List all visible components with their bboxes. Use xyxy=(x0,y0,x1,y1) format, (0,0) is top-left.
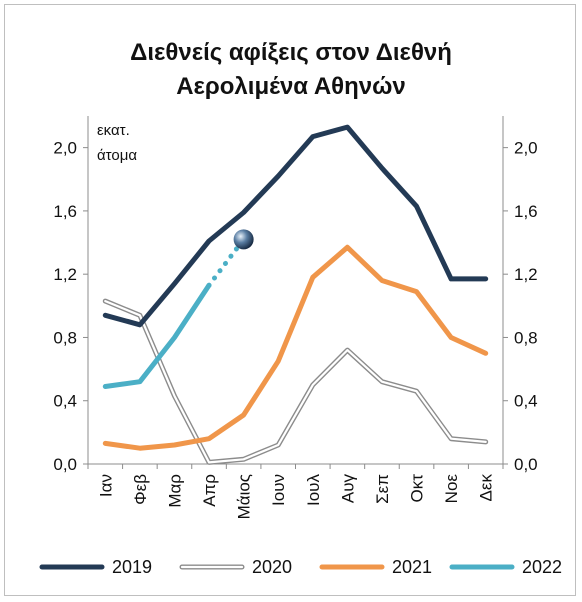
y-tick-label-right: 1,6 xyxy=(514,202,538,221)
x-tick-label: Μαρ xyxy=(165,474,184,508)
x-tick-label: Οκτ xyxy=(408,474,427,503)
legend-label: 2020 xyxy=(252,557,292,577)
axes: 0,0 0,0 0,4 0,4 0,8 0,8 1,2 1,2 1,6 1,6 2,0 2,0 Ιαν Φ… xyxy=(53,116,538,519)
chart-title: Διεθνείς αφίξεις στον Διεθνή Αερολιμένα … xyxy=(0,36,582,104)
x-tick-label: Νοε xyxy=(442,474,461,504)
y-tick-label-right: 0,8 xyxy=(514,328,538,347)
x-tick-label: Σεπ xyxy=(373,474,392,504)
legend-label: 2021 xyxy=(392,557,432,577)
legend-label: 2022 xyxy=(522,557,562,577)
series-2019 xyxy=(102,124,489,328)
y-tick-label-right: 2,0 xyxy=(514,139,538,158)
legend-item-2022: 2022 xyxy=(449,557,562,577)
series-2021-line xyxy=(102,244,489,451)
y-tick-label-left: 0,0 xyxy=(53,455,77,474)
series-2022-line xyxy=(102,282,212,389)
unit-label-line-2: άτομα xyxy=(97,147,137,164)
x-tick-label: Ιαν xyxy=(96,474,115,497)
chart-title-line-2: Αερολιμένα Αθηνών xyxy=(176,73,406,100)
legend-label: 2019 xyxy=(112,557,152,577)
series-2020 xyxy=(102,298,489,465)
series-2021 xyxy=(102,244,489,451)
series-2019-line xyxy=(102,124,489,328)
y-tick-label-left: 0,4 xyxy=(53,392,77,411)
y-tick-label-left: 1,6 xyxy=(53,202,77,221)
legend-item-2019: 2019 xyxy=(39,557,152,577)
legend-item-2020: 2020 xyxy=(179,557,292,577)
unit-label-line-1: εκατ. xyxy=(97,122,130,139)
chart-title-line-1: Διεθνείς αφίξεις στον Διεθνή xyxy=(130,39,452,66)
x-tick-label: Μάιος xyxy=(235,474,254,519)
x-tick-label: Ιουν xyxy=(269,474,288,506)
x-tick-label: Αυγ xyxy=(338,474,357,504)
x-tick-label: Απρ xyxy=(200,474,219,507)
x-tick-label: Φεβ xyxy=(131,474,150,505)
chart-frame xyxy=(4,4,576,596)
legend: 2019 2020 2021 2022 xyxy=(39,557,562,577)
projection-sphere-marker xyxy=(233,229,254,250)
y-tick-label-right: 1,2 xyxy=(514,265,538,284)
y-tick-label-left: 1,2 xyxy=(53,265,77,284)
series-layer xyxy=(102,124,489,465)
y-tick-label-right: 0,4 xyxy=(514,392,538,411)
x-tick-label: Δεκ xyxy=(477,474,496,502)
series-2020-line-inner xyxy=(104,300,487,464)
series-2022 xyxy=(102,229,254,389)
legend-item-2021: 2021 xyxy=(319,557,432,577)
y-tick-label-right: 0,0 xyxy=(514,455,538,474)
x-tick-label: Ιουλ xyxy=(304,474,323,506)
y-tick-label-left: 2,0 xyxy=(53,139,77,158)
y-tick-label-left: 0,8 xyxy=(53,328,77,347)
